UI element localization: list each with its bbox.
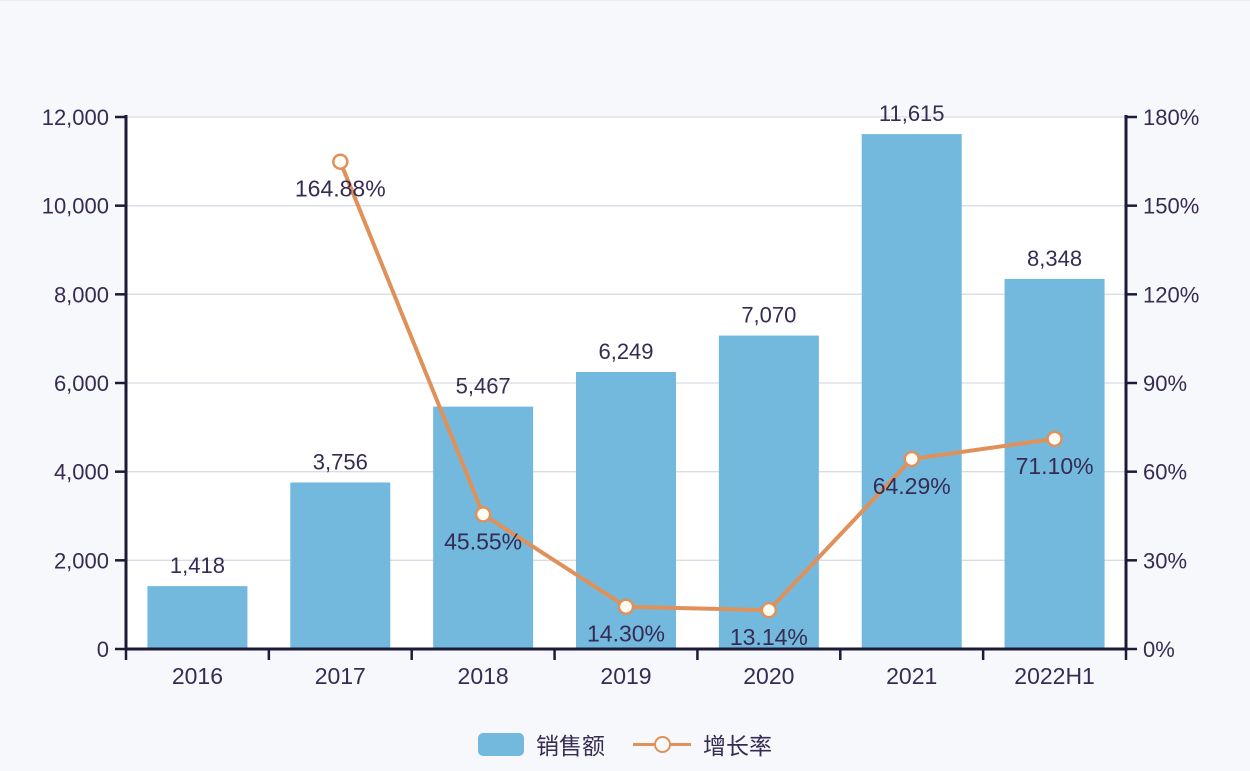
bar-value-label-2019: 6,249 [598, 339, 653, 364]
x-axis-label-2020: 2020 [743, 663, 794, 689]
x-axis-label-2022H1: 2022H1 [1014, 663, 1095, 689]
line-value-label-2019: 14.30% [587, 621, 665, 647]
right-axis-label: 180% [1143, 105, 1199, 130]
bar-2018[interactable] [433, 406, 534, 649]
line-value-label-2020: 13.14% [730, 624, 808, 650]
line-marker-2020[interactable] [760, 601, 778, 619]
left-axis-label: 8,000 [54, 282, 109, 307]
left-axis-label: 4,000 [54, 460, 109, 485]
right-axis-label: 60% [1143, 460, 1187, 485]
bar-2022H1[interactable] [1004, 278, 1105, 649]
bar-2020[interactable] [718, 335, 819, 649]
line-marker-2019[interactable] [617, 598, 635, 615]
bar-value-label-2018: 5,467 [456, 374, 511, 399]
left-axis-label: 0 [97, 637, 109, 662]
legend-item-sales[interactable]: 销售额 [478, 727, 605, 761]
bar-value-label-2017: 3,756 [313, 449, 368, 474]
right-axis-label: 150% [1143, 194, 1199, 219]
right-axis-label: 90% [1143, 371, 1187, 396]
x-axis-label-2021: 2021 [886, 663, 937, 689]
legend-label-growth: 增长率 [703, 733, 772, 759]
x-axis-label-2016: 2016 [172, 663, 223, 689]
left-axis-label: 12,000 [42, 105, 109, 130]
right-axis-label: 0% [1143, 637, 1175, 662]
line-value-label-2021: 64.29% [873, 473, 951, 499]
growth-rate-line [338, 159, 1057, 613]
bar-2016[interactable] [147, 586, 248, 649]
x-axis-label-2018: 2018 [458, 663, 509, 689]
x-axis-label-2017: 2017 [315, 663, 366, 689]
left-axis-label: 2,000 [54, 548, 109, 573]
right-axis-label: 30% [1143, 548, 1187, 573]
bar-legend-swatch [478, 732, 524, 756]
bar-2021[interactable] [861, 134, 962, 649]
legend: 销售额 增长率 [0, 727, 1250, 761]
legend-circle-icon [653, 735, 671, 753]
bar-value-label-2020: 7,070 [741, 303, 796, 328]
line-circle-legend-swatch [633, 734, 691, 754]
bar-value-label-2022H1: 8,348 [1027, 246, 1082, 271]
line-value-label-2022H1: 71.10% [1016, 453, 1094, 479]
line-value-label-2017: 164.88% [295, 176, 386, 202]
line-marker-2017[interactable] [332, 153, 349, 170]
left-axis-label: 6,000 [54, 371, 109, 396]
legend-item-growth[interactable]: 增长率 [633, 727, 772, 761]
bar-value-label-2016: 1,418 [170, 553, 225, 578]
x-axis-label-2019: 2019 [600, 663, 651, 689]
line-value-label-2018: 45.55% [444, 528, 522, 554]
bar-2017[interactable] [290, 482, 391, 649]
line-marker-2021[interactable] [903, 450, 920, 468]
bar-value-label-2021: 11,615 [879, 101, 945, 126]
line-marker-2022H1[interactable] [1046, 430, 1063, 448]
line-marker-2018[interactable] [474, 506, 492, 523]
left-axis-label: 10,000 [42, 194, 109, 219]
legend-label-sales: 销售额 [536, 733, 605, 759]
right-axis-label: 120% [1143, 282, 1199, 307]
